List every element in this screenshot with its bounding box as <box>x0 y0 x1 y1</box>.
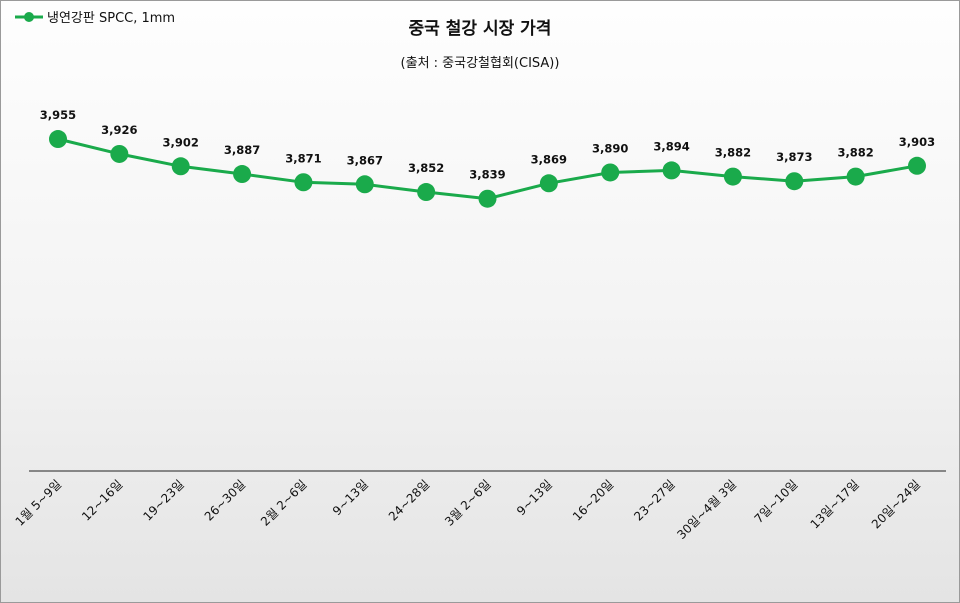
data-point[interactable] <box>49 130 67 149</box>
x-tick-label: 3월 2~6일 <box>442 477 494 529</box>
data-point[interactable] <box>601 163 620 182</box>
x-tick-label: 2월 2~6일 <box>258 477 310 529</box>
legend-label: 냉연강판 SPCC, 1mm <box>47 11 175 26</box>
x-axis-ticks: 1월 5~9일 12~16일 19~23일 26~30일 2월 2~6일 9~13일 24~… <box>13 477 924 542</box>
data-label: 3,882 <box>837 146 873 160</box>
x-tick-label: 26~30일 <box>202 477 248 523</box>
data-label: 3,887 <box>224 143 260 157</box>
data-label: 3,894 <box>653 139 689 153</box>
x-tick-label: 19~23일 <box>140 477 186 523</box>
data-point[interactable] <box>908 156 926 175</box>
x-tick-label: 24~28일 <box>386 477 432 523</box>
x-tick-label: 13일~17일 <box>808 477 862 531</box>
data-point[interactable] <box>846 167 865 186</box>
data-point[interactable] <box>294 173 313 192</box>
data-point[interactable] <box>355 175 374 194</box>
data-label: 3,873 <box>776 150 812 164</box>
x-tick-label: 30일~4월 3일 <box>674 477 739 542</box>
data-point[interactable] <box>171 157 190 176</box>
chart-subtitle: (출처 : 중국강철협회(CISA)) <box>401 56 560 71</box>
data-label: 3,926 <box>101 123 137 137</box>
data-label: 3,955 <box>40 108 76 122</box>
x-tick-label: 7일~10일 <box>752 477 801 526</box>
data-point[interactable] <box>233 165 252 184</box>
legend: 냉연강판 SPCC, 1mm <box>15 11 175 26</box>
data-point[interactable] <box>539 174 558 193</box>
data-point[interactable] <box>785 172 804 191</box>
data-point[interactable] <box>723 167 742 186</box>
data-label: 3,903 <box>899 135 935 149</box>
data-label: 3,902 <box>163 135 199 149</box>
data-point[interactable] <box>110 144 129 163</box>
x-tick-label: 16~20일 <box>570 477 616 523</box>
chart-title: 중국 철강 시장 가격 <box>409 19 552 39</box>
x-tick-label: 9~13일 <box>514 477 555 518</box>
data-label: 3,839 <box>469 168 505 182</box>
x-tick-label: 9~13일 <box>330 477 371 518</box>
data-point[interactable] <box>478 189 497 208</box>
data-label: 3,852 <box>408 161 444 175</box>
data-label: 3,882 <box>715 146 751 160</box>
x-tick-label: 12~16일 <box>79 477 125 523</box>
data-point[interactable] <box>417 183 436 202</box>
data-label: 3,867 <box>347 153 383 167</box>
x-tick-label: 1월 5~9일 <box>13 477 65 529</box>
data-label: 3,890 <box>592 141 628 155</box>
plot-area: 3,955 3,926 3,902 3,887 3,871 3,867 3,852 3,839… <box>40 108 935 208</box>
data-label: 3,869 <box>531 152 567 166</box>
legend-marker <box>24 12 34 22</box>
data-point[interactable] <box>662 161 681 180</box>
data-label: 3,871 <box>285 151 321 165</box>
x-tick-label: 20일~24일 <box>869 477 923 531</box>
x-tick-label: 23~27일 <box>631 477 677 523</box>
